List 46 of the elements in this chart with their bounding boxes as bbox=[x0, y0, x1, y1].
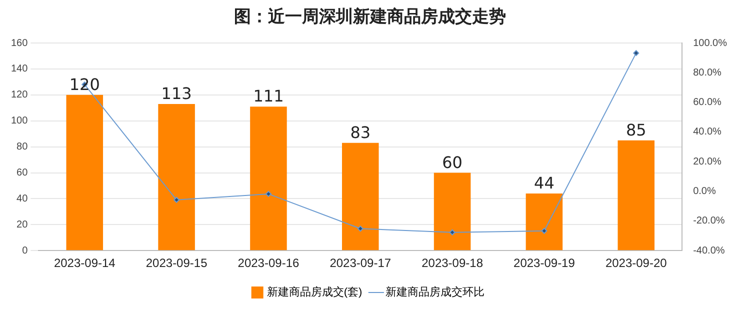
y2-tick-label: 60.0% bbox=[693, 97, 722, 108]
data-label: 113 bbox=[161, 84, 192, 104]
legend-label: 新建商品房成交环比 bbox=[386, 286, 485, 299]
point bbox=[357, 226, 364, 232]
x-tick-label: 2023-09-15 bbox=[146, 256, 208, 270]
y-tick-label: 20 bbox=[16, 219, 28, 230]
bar bbox=[250, 106, 287, 250]
bar bbox=[158, 104, 195, 250]
data-label: 111 bbox=[253, 86, 284, 106]
y2-tick-label: 0.0% bbox=[693, 186, 716, 198]
point bbox=[541, 228, 548, 234]
y2-tick-label: 100.0% bbox=[693, 38, 728, 49]
y-tick-label: 60 bbox=[16, 168, 28, 178]
y-tick-label: 120 bbox=[10, 90, 28, 101]
point bbox=[265, 190, 272, 197]
y2-tick-label: -40.0% bbox=[693, 245, 725, 256]
point bbox=[174, 196, 180, 203]
point bbox=[633, 50, 640, 56]
y2-tick-label: 80.0% bbox=[693, 67, 722, 78]
x-tick-label: 2023-09-19 bbox=[514, 256, 576, 270]
data-label: 60 bbox=[442, 152, 462, 172]
x-tick-label: 2023-09-16 bbox=[238, 256, 300, 270]
y-tick-label: 0 bbox=[22, 245, 28, 256]
y-tick-label: 140 bbox=[10, 64, 28, 75]
x-tick-label: 2023-09-17 bbox=[330, 256, 392, 270]
point bbox=[449, 229, 456, 236]
data-label: 83 bbox=[350, 123, 371, 142]
x-tick-label: 2023-09-18 bbox=[422, 256, 484, 270]
data-label: 85 bbox=[626, 120, 646, 140]
bar bbox=[526, 194, 563, 250]
x-tick-label: 2023-09-14 bbox=[54, 256, 116, 270]
legend-label: 新建商品房成交(套) bbox=[266, 286, 362, 299]
bar bbox=[618, 140, 655, 250]
y2-tick-label: 20.0% bbox=[693, 156, 722, 168]
bar bbox=[66, 94, 104, 250]
bar bbox=[342, 142, 379, 250]
y-tick-label: 100 bbox=[10, 116, 28, 127]
y-tick-label: 80 bbox=[16, 142, 28, 153]
y-tick-label: 40 bbox=[16, 193, 28, 204]
y2-tick-label: -20.0% bbox=[693, 216, 725, 227]
x-tick-label: 2023-09-20 bbox=[605, 256, 668, 270]
chart-title: 图：近一周深圳新建商品房成交走势 bbox=[233, 6, 507, 29]
y2-tick-label: 40.0% bbox=[693, 126, 722, 138]
y-tick-label: 160 bbox=[10, 38, 28, 49]
bar bbox=[434, 172, 471, 250]
data-label: 44 bbox=[534, 174, 554, 193]
